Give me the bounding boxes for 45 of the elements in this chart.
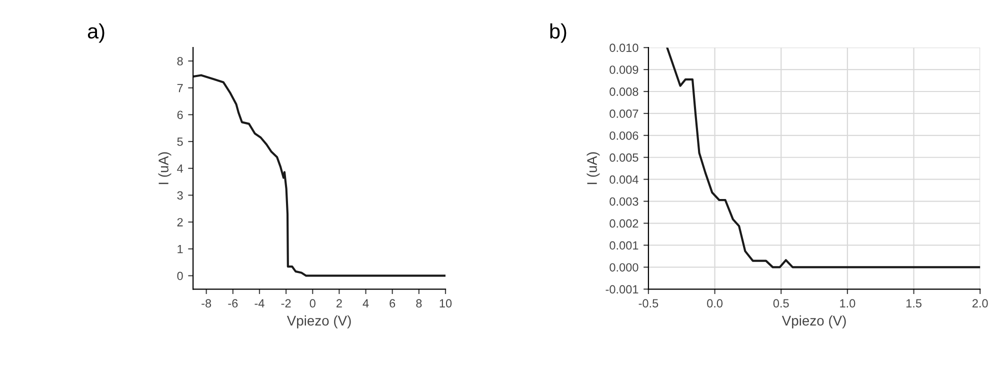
y-axis-title: I (uA): [586, 152, 600, 184]
x-tick-label: 0.5: [773, 299, 789, 308]
y-tick-label: 5: [177, 138, 183, 146]
x-tick-label: -0.5: [638, 299, 658, 308]
y-axis-title: I (uA): [158, 152, 172, 184]
line-series: [666, 48, 980, 268]
x-tick-label: 6: [390, 299, 396, 308]
y-tick-label: 7: [177, 84, 183, 92]
x-tick-label: 4: [362, 299, 369, 308]
y-tick-label: 0: [177, 272, 183, 280]
x-axis-title: Vpiezo (V): [286, 315, 351, 328]
chart-title: b): [550, 23, 566, 43]
x-tick-label: 0: [310, 299, 316, 308]
x-tick-label: -8: [202, 299, 212, 308]
x-tick-label: -4: [254, 299, 264, 308]
y-tick-label: 0.001: [610, 241, 638, 250]
x-tick-label: 2.0: [972, 299, 988, 308]
chart-title: a): [88, 23, 104, 43]
x-tick-label: -6: [228, 299, 238, 308]
y-tick-label: 2: [177, 218, 183, 226]
y-tick-label: -0.001: [606, 285, 638, 294]
y-tick-label: 3: [177, 191, 183, 200]
y-tick-label: 0.010: [610, 44, 638, 52]
x-tick-label: 1.5: [906, 299, 922, 308]
x-tick-label: 2: [336, 299, 342, 308]
x-axis-title: Vpiezo (V): [782, 315, 846, 328]
y-tick-label: 0.005: [610, 153, 638, 162]
y-tick-label: 4: [177, 164, 183, 173]
line-series: [193, 74, 446, 277]
y-tick-label: 1: [178, 245, 183, 254]
y-tick-label: 0.000: [610, 263, 638, 272]
x-tick-label: 8: [416, 299, 422, 308]
y-tick-label: 6: [177, 110, 183, 120]
x-tick-label: 0.0: [707, 299, 723, 308]
y-tick-label: 8: [177, 57, 183, 66]
y-tick-label: 0.008: [610, 88, 638, 96]
y-tick-label: 0.006: [610, 131, 638, 140]
x-tick-label: 10: [440, 299, 452, 308]
x-tick-label: -2: [281, 299, 291, 308]
y-tick-label: 0.003: [610, 197, 638, 206]
x-tick-label: 1.0: [840, 299, 856, 308]
y-tick-label: 0.007: [610, 109, 638, 118]
y-tick-label: 0.002: [610, 219, 638, 228]
y-tick-label: 0.009: [610, 66, 638, 74]
y-tick-label: 0.004: [610, 175, 638, 184]
